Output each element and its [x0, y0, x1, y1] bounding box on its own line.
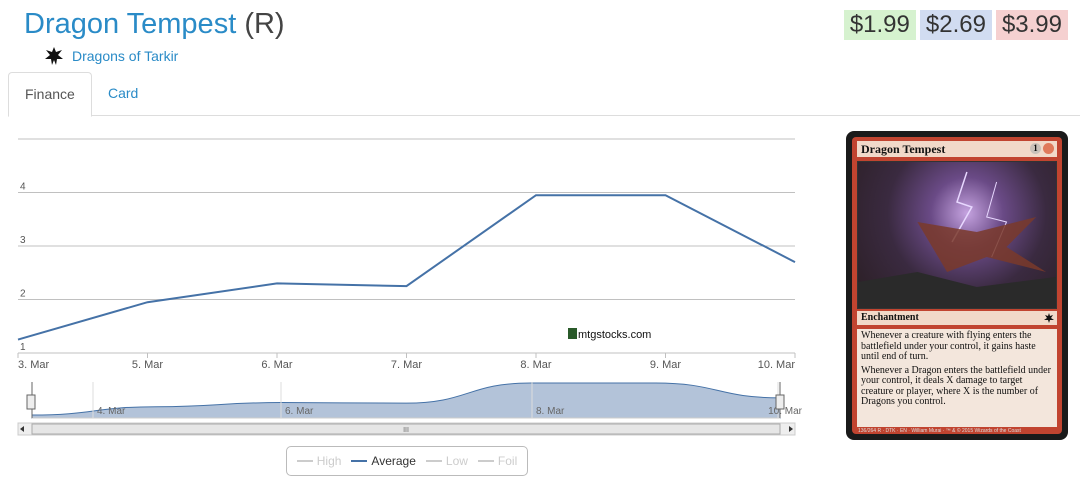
card-name[interactable]: Dragon Tempest	[24, 8, 237, 40]
card-title-bar: Dragon Tempest 1	[857, 141, 1057, 157]
rules-paragraph: Whenever a creature with flying enters t…	[861, 330, 1036, 362]
scrollbar-thumb[interactable]	[31, 423, 781, 435]
card-footer: 136/264 R · DTK · EN · William Murai · ™…	[858, 428, 1021, 434]
scrollbar[interactable]: III	[17, 422, 796, 436]
card-image: Dragon Tempest 1 Enchantment Whenever a …	[846, 131, 1068, 440]
x-tick-label: 10. Mar	[758, 359, 796, 371]
tab-card[interactable]: Card	[108, 85, 139, 101]
legend-average-label: Average	[371, 454, 416, 468]
price-high: $3.99	[995, 10, 1068, 40]
x-tick-label: 5. Mar	[132, 359, 164, 371]
card-art	[857, 161, 1057, 309]
navigator-tick-label: 4. Mar	[97, 406, 126, 417]
tab-bar: Finance Card	[8, 72, 1080, 117]
legend-foil-label: Foil	[497, 454, 518, 468]
y-tick-label: 1	[20, 342, 26, 353]
navigator-handle-left[interactable]	[26, 394, 36, 410]
navigator-area	[31, 382, 781, 419]
card-rules-text: Whenever a creature with flying enters t…	[857, 329, 1057, 427]
rarity-label: (R)	[244, 8, 285, 40]
legend-low[interactable]: Low	[425, 454, 468, 468]
mana-cost: 1	[1030, 143, 1054, 154]
legend-high[interactable]: High	[296, 454, 342, 468]
mana-generic-icon: 1	[1030, 143, 1041, 154]
x-tick-label: 7. Mar	[391, 359, 423, 371]
x-tick-label: 6. Mar	[261, 359, 293, 371]
rules-paragraph: Whenever a Dragon enters the battlefield…	[861, 364, 1051, 407]
navigator[interactable]: 4. Mar 6. Mar 8. Mar 10. Mar	[26, 382, 803, 419]
navigator-tick-label: 8. Mar	[536, 406, 565, 417]
y-tick-label: 4	[20, 182, 26, 193]
card-type-bar: Enchantment	[857, 311, 1057, 325]
watermark-text: mtgstocks.com	[578, 329, 651, 341]
navigator-tick-label: 6. Mar	[285, 406, 314, 417]
legend-low-label: Low	[445, 454, 468, 468]
navigator-tick-label: 10. Mar	[768, 406, 803, 417]
x-tick-label: 8. Mar	[520, 359, 552, 371]
set-row: Dragons of Tarkir	[44, 46, 178, 66]
chart-legend: High Average Low Foil	[286, 446, 528, 476]
watermark: mtgstocks.com	[568, 328, 651, 341]
tab-finance[interactable]: Finance	[8, 72, 92, 117]
card-type-text: Enchantment	[861, 312, 919, 323]
card-title-text: Dragon Tempest	[861, 142, 946, 156]
legend-foil[interactable]: Foil	[477, 454, 518, 468]
price-badges: $1.99 $2.69 $3.99	[843, 10, 1068, 40]
price-low: $1.99	[843, 10, 916, 40]
legend-high-label: High	[316, 454, 342, 468]
average-series-line	[17, 194, 796, 341]
y-tick-label: 3	[20, 235, 26, 246]
set-symbol-icon	[45, 47, 63, 65]
legend-average[interactable]: Average	[351, 454, 416, 468]
price-chart: 1 2 3 4 3. Mar 5. Mar 6. Mar 7. Mar 8. Mar 9. Ma…	[17, 138, 803, 436]
scroll-left-arrow-icon[interactable]	[20, 426, 24, 432]
y-tick-label: 2	[20, 289, 26, 300]
scroll-right-arrow-icon[interactable]	[789, 426, 793, 432]
x-tick-label: 3. Mar	[18, 359, 50, 371]
set-name-link[interactable]: Dragons of Tarkir	[72, 48, 179, 64]
page-title: Dragon Tempest (R)	[24, 8, 285, 41]
set-symbol-icon	[1044, 313, 1054, 323]
price-average: $2.69	[919, 10, 992, 40]
scrollbar-grip: III	[403, 427, 409, 434]
mana-red-icon	[1043, 143, 1054, 154]
navigator-handle-right[interactable]	[775, 394, 785, 410]
x-tick-label: 9. Mar	[650, 359, 682, 371]
